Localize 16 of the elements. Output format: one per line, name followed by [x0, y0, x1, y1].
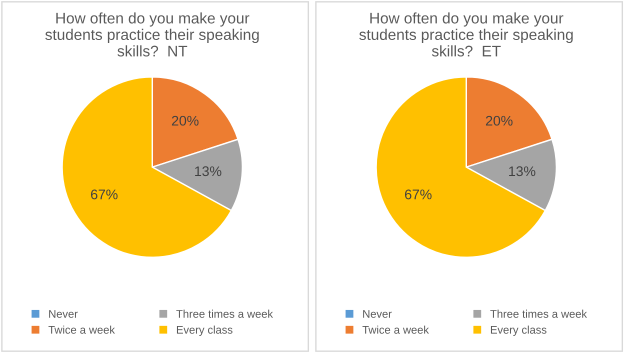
legend-label: Never	[49, 310, 78, 318]
data-label: 20%	[172, 116, 199, 126]
data-label: 67%	[90, 189, 118, 200]
legend-label: Twice a week	[362, 326, 429, 334]
data-label: 67%	[404, 189, 432, 200]
legend-label: Twice a week	[48, 326, 115, 334]
chart-title: How often do you make your students practice their speaking skills? ET	[359, 12, 573, 56]
data-label: 20%	[486, 116, 513, 126]
legend-label: Three times a week	[490, 310, 588, 318]
legend-label: Every class	[176, 326, 232, 336]
data-label: 13%	[509, 166, 536, 176]
data-label: 13%	[195, 166, 222, 176]
legend-label: Never	[363, 310, 392, 318]
legend-label: Three times a week	[176, 310, 274, 318]
chart-title: How often do you make your students practice their speaking skills? NT	[45, 12, 259, 56]
legend-label: Every class	[490, 326, 546, 336]
